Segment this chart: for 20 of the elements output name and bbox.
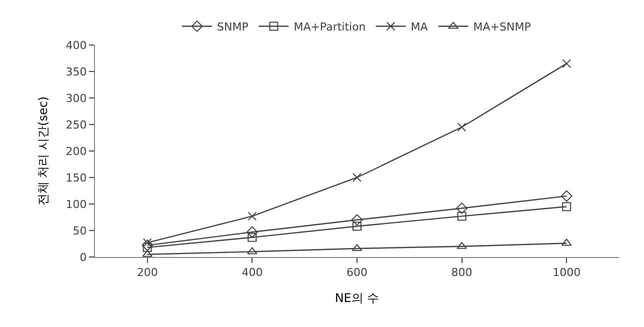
- x-tick-label: 200: [136, 266, 158, 280]
- y-tick-label: 400: [66, 38, 87, 52]
- y-tick-label: 350: [66, 65, 87, 78]
- x-axis-title: NE의 수: [334, 291, 380, 306]
- x-tick-label: 400: [242, 266, 263, 280]
- y-tick-label: 200: [66, 144, 87, 158]
- y-tick-label: 300: [66, 92, 87, 105]
- x-tick-label: 800: [451, 266, 472, 280]
- x-tick-label: 1000: [552, 266, 581, 280]
- legend-label: SNMP: [217, 20, 249, 34]
- legend-label: MA: [410, 20, 428, 34]
- y-tick-label: 250: [66, 118, 87, 132]
- y-tick-label: 100: [66, 198, 87, 211]
- y-tick-label: 150: [66, 171, 87, 184]
- x-tick-label: 600: [346, 266, 368, 280]
- y-axis-title: 전체 처리 시간(sec): [36, 96, 50, 206]
- y-tick-label: 0: [80, 250, 87, 264]
- legend-label: MA+SNMP: [473, 20, 532, 34]
- y-tick-label: 50: [72, 224, 87, 238]
- legend-label: MA+Partition: [294, 20, 366, 34]
